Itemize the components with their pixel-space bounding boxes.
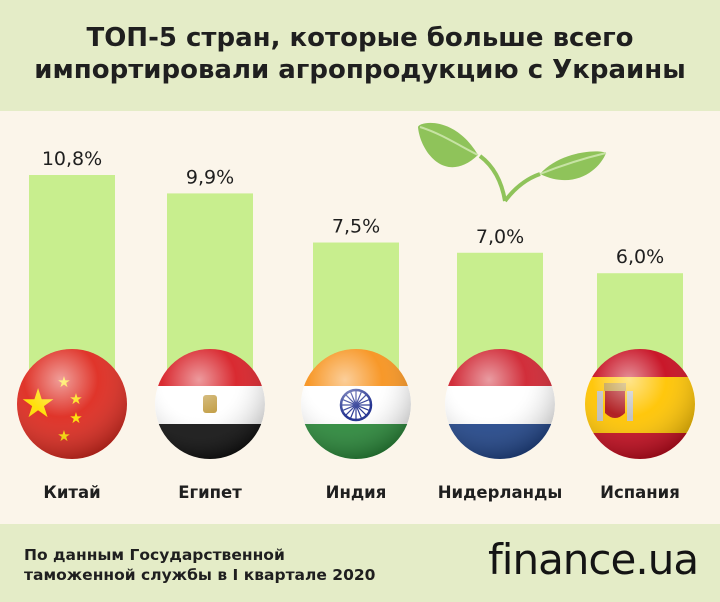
value-label-2: 9,9% bbox=[186, 166, 234, 188]
chart-title: ТОП-5 стран, которые больше всего импорт… bbox=[0, 22, 720, 86]
category-label-2: Египет bbox=[178, 483, 242, 502]
category-label-4: Нидерланды bbox=[438, 483, 563, 502]
plant-sprout-icon bbox=[418, 122, 607, 203]
logo-name: finance bbox=[488, 535, 636, 584]
chart-title-line-2: импортировали агропродукцию с Украины bbox=[34, 55, 686, 85]
logo-dot: . bbox=[635, 535, 648, 584]
category-label-1: Китай bbox=[43, 483, 100, 502]
source-note-line-1: По данным Государственной bbox=[24, 546, 285, 564]
footer-band bbox=[0, 524, 720, 602]
source-note-line-2: таможенной службы в I квартале 2020 bbox=[24, 566, 376, 584]
category-label-3: Индия bbox=[326, 483, 387, 502]
value-label-5: 6,0% bbox=[616, 246, 664, 268]
finance-ua-logo: finance.ua bbox=[488, 535, 699, 585]
value-label-3: 7,5% bbox=[332, 216, 380, 238]
header-band bbox=[0, 0, 720, 111]
chart-title-line-1: ТОП-5 стран, которые больше всего bbox=[86, 23, 634, 53]
bar-chart: 10,8% Китай 9,9% Египет 7,5% Индия 7,0% Нидерла… bbox=[17, 122, 695, 502]
category-label-5: Испания bbox=[600, 483, 680, 502]
logo-tld: ua bbox=[647, 535, 699, 584]
source-note: По данным Государственной таможенной слу… bbox=[24, 545, 375, 585]
value-label-1: 10,8% bbox=[42, 148, 102, 170]
chart-area: 10,8% Китай 9,9% Египет 7,5% Индия 7,0% Нидерла… bbox=[0, 111, 720, 524]
china-flag-icon: ★ ★ ★ ★ ★ bbox=[17, 349, 127, 459]
value-label-4: 7,0% bbox=[476, 226, 524, 248]
